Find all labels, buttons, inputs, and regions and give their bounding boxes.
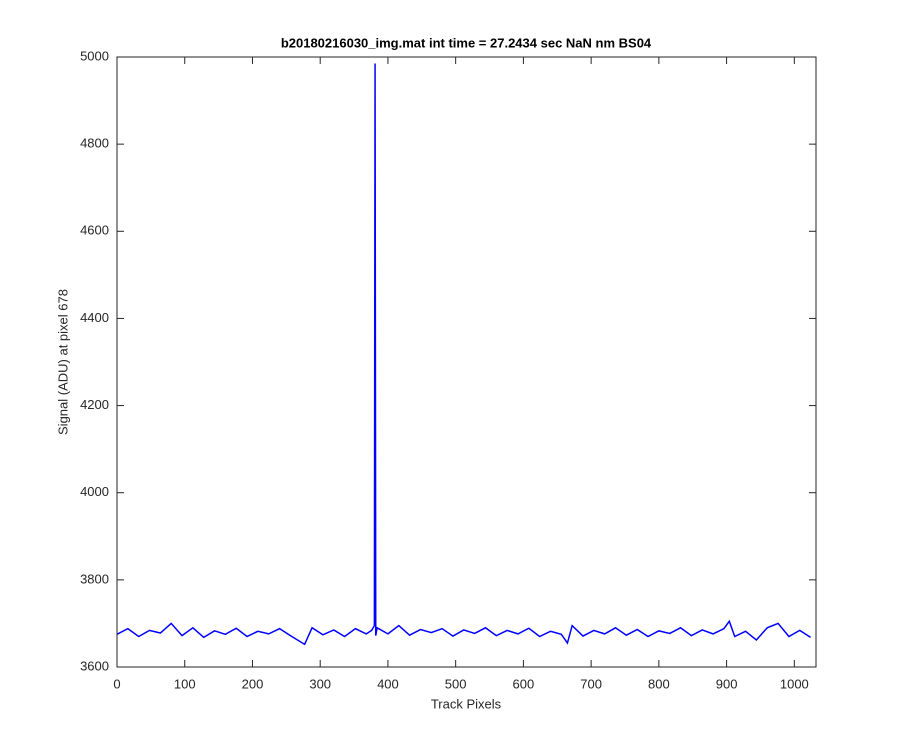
chart-title: b20180216030_img.mat int time = 27.2434 … — [281, 35, 652, 50]
x-tick-label: 0 — [113, 676, 120, 691]
y-tick-label: 4000 — [80, 484, 109, 499]
x-tick-label: 700 — [580, 676, 602, 691]
data-line — [116, 63, 811, 646]
y-tick-label: 4600 — [80, 223, 109, 238]
y-tick-label: 4800 — [80, 136, 109, 151]
x-tick-label: 100 — [174, 676, 196, 691]
x-tick-label: 400 — [377, 676, 399, 691]
plot-frame — [116, 56, 817, 668]
x-tick-label: 200 — [242, 676, 264, 691]
y-tick-label: 4400 — [80, 310, 109, 325]
x-tick-label: 300 — [309, 676, 331, 691]
x-tick-label: 600 — [513, 676, 535, 691]
x-tick-label: 1000 — [780, 676, 809, 691]
x-tick-label: 900 — [716, 676, 738, 691]
x-tick-label: 500 — [445, 676, 467, 691]
y-tick-label: 3600 — [80, 658, 109, 673]
x-axis-label: Track Pixels — [431, 696, 502, 711]
x-tick-label: 800 — [648, 676, 670, 691]
y-tick-label: 3800 — [80, 571, 109, 586]
y-tick-label: 4200 — [80, 397, 109, 412]
y-tick-label: 5000 — [80, 48, 109, 63]
y-axis-label: Signal (ADU) at pixel 678 — [55, 289, 70, 435]
